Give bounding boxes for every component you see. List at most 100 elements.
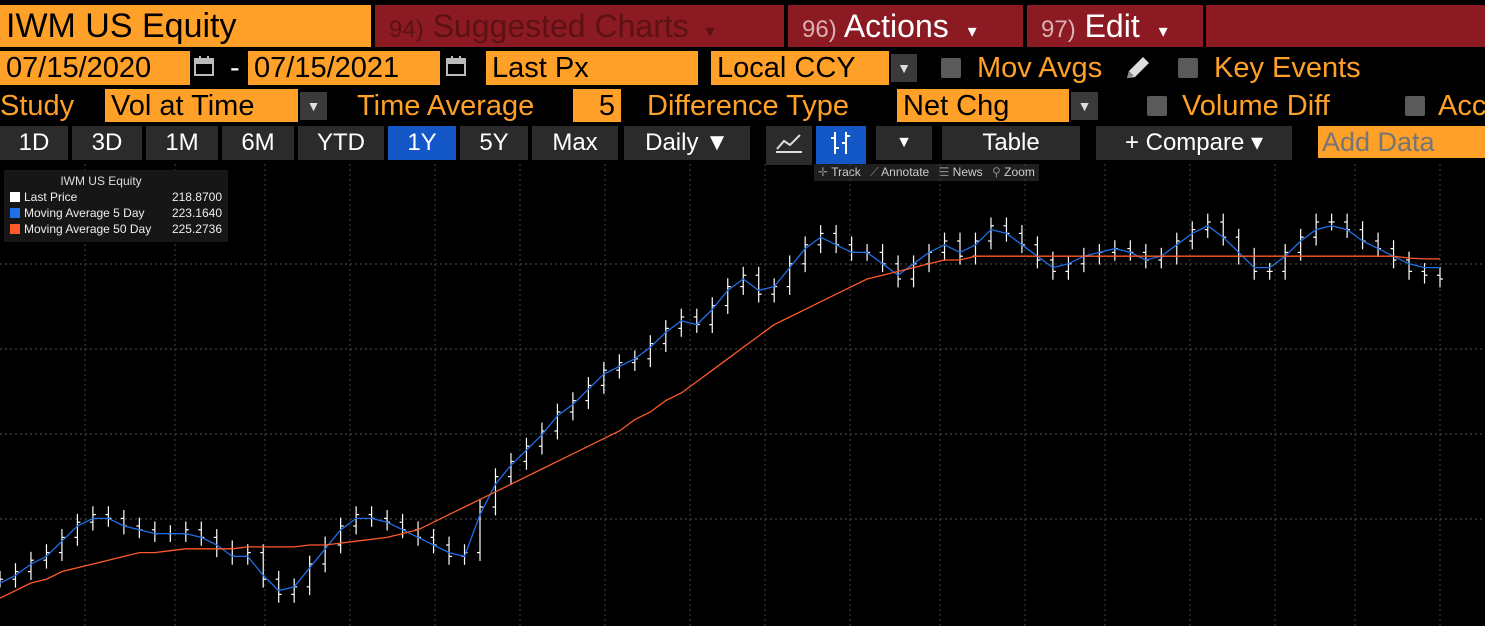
price-bar [709,297,716,333]
time-average-input[interactable]: 5 [573,89,621,122]
chart-legend: IWM US Equity Last Price 218.8700 Moving A… [4,170,228,242]
legend-series-value: 225.2736 [171,222,222,236]
price-bar [1297,228,1304,261]
tab-1m[interactable]: 1M [146,126,218,160]
zoom-tool[interactable]: ⚲ Zoom [992,165,1035,179]
price-bar [1437,266,1443,288]
legend-series-name: Moving Average 50 Day [24,222,152,236]
tab-3d[interactable]: 3D [72,126,142,160]
price-bar [1003,217,1010,242]
chart-type-dropdown[interactable]: ▼ [876,126,932,160]
chevron-down-icon: ▼ [1077,98,1092,114]
actions-menu[interactable]: 96) Actions ▾ [788,5,1023,47]
compare-button[interactable]: + Compare ▾ [1096,126,1292,160]
difference-type-select[interactable]: Net Chg [897,89,1069,122]
price-bar [678,308,685,337]
price-bar [987,217,994,250]
price-bar [724,278,731,314]
study-select[interactable]: Vol at Time [105,89,298,122]
price-bar [585,377,592,409]
price-bar [120,510,127,535]
price-bar [693,308,700,333]
price-bar [105,506,112,527]
price-bar [0,570,3,588]
suggested-charts-menu[interactable]: 94) Suggested Charts ▾ [375,5,784,47]
price-bar [368,506,375,527]
tab-5y[interactable]: 5Y [460,126,528,160]
security-field[interactable]: IWM US Equity [0,5,371,47]
calendar-icon[interactable] [193,55,215,82]
annotate-tool[interactable]: ⟋ Annotate [870,165,930,179]
tab-1d[interactable]: 1D [0,126,68,160]
crosshair-icon: ✛ [818,165,829,179]
moving-average-50-day-line [0,255,1440,599]
price-bar [879,244,886,273]
price-bar [1344,213,1351,238]
edit-number: 97) [1041,16,1076,43]
start-date: 07/15/2020 [6,52,152,84]
price-chart[interactable] [0,164,1485,626]
chevron-down-icon: ▾ [1158,21,1168,41]
key-events-checkbox[interactable] [1178,58,1198,78]
price-bar [554,403,561,440]
mov-avgs-checkbox[interactable] [941,58,961,78]
currency-dropdown-button[interactable]: ▼ [891,54,917,82]
volume-diff-checkbox[interactable] [1147,96,1167,116]
time-average-label: Time Average [357,90,535,122]
frequency-select[interactable]: Daily ▼ [624,126,750,160]
chevron-down-icon: ▼ [897,60,911,76]
tab-max[interactable]: Max [532,126,618,160]
price-bar [337,517,344,554]
price-bar [430,529,437,554]
price-bar [786,255,793,295]
edit-menu[interactable]: 97) Edit ▾ [1027,5,1203,47]
price-bar [662,320,669,352]
pen-icon: ⟋ [870,165,879,179]
price-bar [1127,240,1134,261]
price-bar [957,232,963,265]
legend-series-value: 218.8700 [171,190,222,204]
moving-average-5-day-line [0,225,1440,592]
price-bar [1266,263,1273,280]
line-chart-icon[interactable] [766,126,812,165]
price-bar [833,225,840,254]
price-bar [198,521,205,546]
price-bar [415,521,422,546]
pencil-icon[interactable] [1123,54,1153,87]
price-bar [213,529,220,558]
track-tool[interactable]: ✛ Track [818,165,861,179]
price-bar [1282,244,1289,280]
price-bar [1018,225,1025,254]
price-bar [58,529,65,561]
table-button[interactable]: Table [942,126,1080,160]
bar-chart-icon[interactable] [816,126,866,167]
legend-title: IWM US Equity [60,174,142,188]
add-data-input[interactable] [1318,126,1485,158]
price-bar [523,437,530,470]
key-events-label: Key Events [1214,52,1361,84]
end-date-field[interactable]: 07/15/2021 [248,51,440,85]
currency-value: Local CCY [717,52,856,84]
difference-type-dropdown-button[interactable]: ▼ [1071,92,1098,120]
time-average-value: 5 [598,90,615,122]
study-dropdown-button[interactable]: ▼ [300,92,327,120]
study-label: Study [0,90,75,122]
start-date-field[interactable]: 07/15/2020 [0,51,190,85]
news-tool[interactable]: ☰ News [938,165,983,179]
calendar-icon[interactable] [445,55,467,82]
legend-row: Last Price 218.8700 [4,189,228,205]
price-bar [446,536,453,565]
currency-select[interactable]: Local CCY [711,51,889,85]
volume-diff-label: Volume Diff [1182,90,1330,122]
legend-swatch [10,192,20,202]
price-bar [1080,247,1087,273]
tab-6m[interactable]: 6M [222,126,294,160]
price-field-value: Last Px [492,52,589,84]
price-bar [136,517,143,539]
price-bar [972,232,979,265]
tab-1y[interactable]: 1Y [388,126,456,160]
acc-checkbox[interactable] [1405,96,1425,116]
suggested-charts-label: Suggested Charts [432,8,689,44]
price-field-select[interactable]: Last Px [486,51,698,85]
tab-ytd[interactable]: YTD [298,126,384,160]
